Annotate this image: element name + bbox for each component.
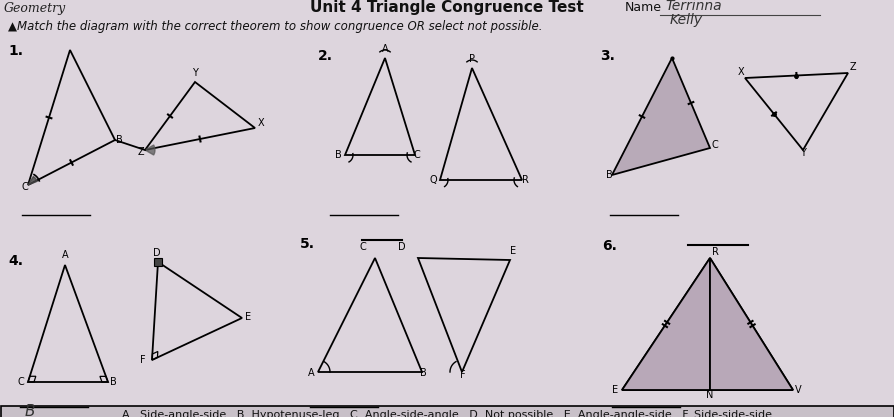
Text: C: C (359, 242, 367, 252)
Text: A: A (308, 368, 315, 378)
Text: B: B (605, 170, 612, 180)
Text: Name: Name (624, 1, 662, 14)
Text: Y: Y (799, 148, 805, 158)
Text: 4.: 4. (8, 254, 23, 268)
Text: Unit 4 Triangle Congruence Test: Unit 4 Triangle Congruence Test (310, 0, 583, 15)
Text: R: R (712, 247, 718, 257)
Polygon shape (145, 145, 155, 155)
Text: 1.: 1. (8, 44, 23, 58)
Text: X: X (738, 67, 744, 77)
Text: F: F (460, 370, 465, 380)
Text: 3.: 3. (599, 49, 614, 63)
Text: A: A (382, 44, 388, 54)
Text: B: B (110, 377, 116, 387)
Text: Geometry: Geometry (4, 2, 66, 15)
Text: 2.: 2. (317, 49, 333, 63)
Text: E: E (510, 246, 516, 256)
Text: Terrinna: Terrinna (664, 0, 721, 13)
Text: N: N (705, 390, 713, 400)
Text: B: B (25, 404, 36, 417)
Text: Q: Q (429, 175, 437, 185)
Polygon shape (154, 258, 162, 266)
Text: C: C (712, 140, 718, 150)
Text: A.  Side-angle-side   B. Hypotenuse-leg   C. Angle-side-angle   D. Not possible : A. Side-angle-side B. Hypotenuse-leg C. … (122, 410, 772, 417)
Text: B: B (334, 150, 342, 160)
Text: D: D (398, 242, 405, 252)
Polygon shape (611, 58, 709, 175)
Text: E: E (611, 385, 618, 395)
Text: V: V (794, 385, 801, 395)
Text: X: X (257, 118, 265, 128)
Polygon shape (621, 258, 709, 390)
Text: Z: Z (138, 147, 145, 157)
Text: C: C (22, 182, 29, 192)
Text: B: B (116, 135, 122, 145)
Text: B: B (419, 368, 426, 378)
Text: C: C (18, 377, 25, 387)
Text: P: P (468, 54, 475, 64)
Text: Y: Y (192, 68, 198, 78)
Text: ▲Match the diagram with the correct theorem to show congruence OR select not pos: ▲Match the diagram with the correct theo… (8, 20, 542, 33)
Text: C: C (414, 150, 420, 160)
Polygon shape (28, 176, 38, 185)
Bar (1, 406, 893, 417)
Polygon shape (709, 258, 792, 390)
Text: R: R (521, 175, 528, 185)
Text: 5.: 5. (299, 237, 315, 251)
Text: 6.: 6. (602, 239, 616, 253)
Text: D: D (153, 248, 160, 258)
Text: Kelly: Kelly (670, 13, 703, 27)
Text: E: E (245, 312, 251, 322)
Text: Z: Z (849, 62, 856, 72)
Text: F: F (139, 355, 146, 365)
Text: A: A (62, 250, 69, 260)
